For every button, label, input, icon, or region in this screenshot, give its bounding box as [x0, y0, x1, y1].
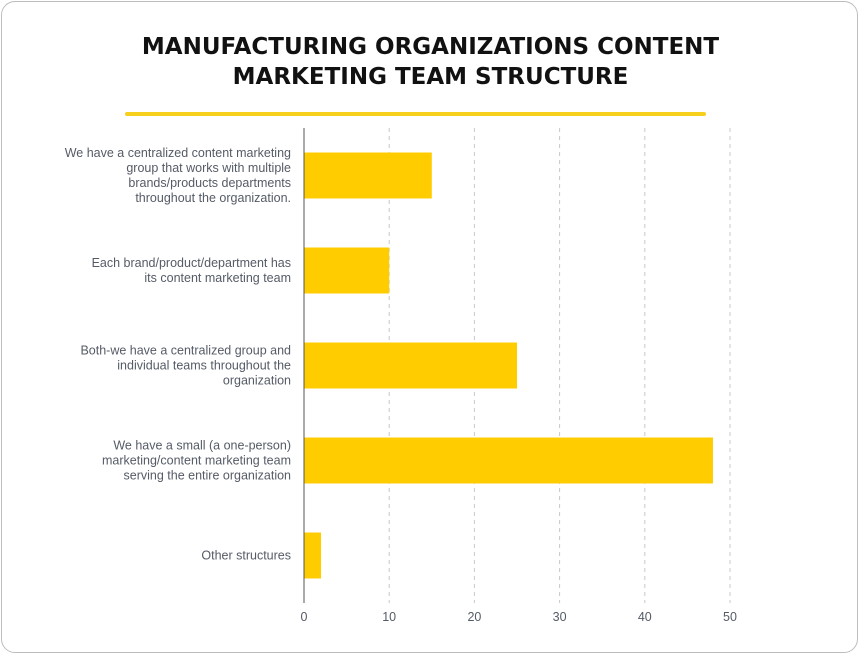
x-tick-label: 40	[638, 610, 652, 624]
x-tick-label: 30	[553, 610, 567, 624]
bar	[304, 437, 713, 484]
bar	[304, 152, 432, 199]
x-tick-label: 20	[467, 610, 481, 624]
x-tick-label: 10	[382, 610, 396, 624]
bar	[304, 342, 517, 389]
x-tick-label: 50	[723, 610, 737, 624]
bar	[304, 247, 390, 294]
chart-title: MANUFACTURING ORGANIZATIONS CONTENT MARK…	[0, 32, 861, 92]
chart-title-line-2: MARKETING TEAM STRUCTURE	[232, 64, 629, 90]
category-label: We have a centralized content marketing g…	[65, 146, 291, 205]
chart-title-line-1: MANUFACTURING ORGANIZATIONS CONTENT	[141, 34, 720, 60]
title-underline	[125, 112, 706, 116]
x-tick-label: 0	[301, 610, 308, 624]
category-label: Other structures	[201, 549, 291, 563]
category-label: Each brand/product/department has its con…	[92, 256, 291, 285]
category-label: We have a small (a one-person) marketing/…	[102, 439, 291, 483]
bar	[304, 532, 322, 579]
category-label: Both-we have a centralized group and indi…	[80, 344, 291, 388]
